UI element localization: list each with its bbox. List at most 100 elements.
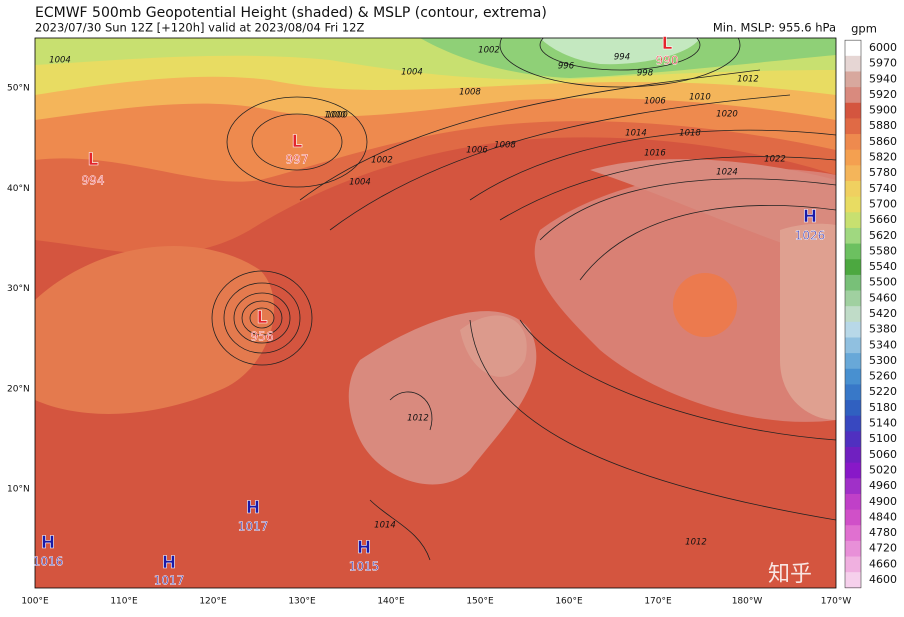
colorbar-swatch xyxy=(845,509,861,526)
colorbar-swatch xyxy=(845,71,861,88)
subtitle: 2023/07/30 Sun 12Z [+120h] valid at 2023… xyxy=(35,21,364,35)
contour-label: 1006 xyxy=(466,146,488,156)
colorbar-swatch xyxy=(845,540,861,558)
colorbar-label: 5940 xyxy=(869,72,897,85)
colorbar-swatch xyxy=(845,243,861,260)
contour-label: 1016 xyxy=(644,149,666,159)
colorbar-label: 4600 xyxy=(869,573,897,586)
colorbar-swatch xyxy=(845,40,861,57)
colorbar-swatch xyxy=(845,196,861,213)
colorbar-swatch xyxy=(845,368,861,385)
colorbar-swatch xyxy=(845,102,861,119)
colorbar-swatch xyxy=(845,572,861,589)
contour-label: 1012 xyxy=(407,414,429,424)
lat-label: 30°N xyxy=(7,284,30,294)
colorbar-label: 5620 xyxy=(869,229,897,242)
colorbar-label: 6000 xyxy=(869,41,897,54)
colorbar-label: 5100 xyxy=(869,432,897,445)
lon-label: 110°E xyxy=(110,597,138,607)
contour-label: 1002 xyxy=(371,156,393,166)
colorbar-swatch xyxy=(845,165,861,182)
colorbar-label: 5970 xyxy=(869,57,897,70)
colorbar-swatch xyxy=(845,259,861,276)
contour-label: 1024 xyxy=(716,168,738,178)
colorbar-label: 5700 xyxy=(869,197,897,210)
high-value: 1016 xyxy=(33,555,64,569)
colorbar-swatch xyxy=(845,181,861,198)
colorbar-label: 5140 xyxy=(869,417,897,430)
colorbar-swatch xyxy=(845,478,861,495)
contour-label: 1008 xyxy=(494,141,516,151)
lon-label: 120°E xyxy=(199,597,227,607)
centers: L 994 L 997 L 956 L 990 H 1026 H 1017 H … xyxy=(32,34,825,588)
title: ECMWF 500mb Geopotential Height (shaded)… xyxy=(35,5,547,21)
contour-label: 1014 xyxy=(374,521,396,531)
lat-label: 40°N xyxy=(7,184,30,194)
colorbar-label: 5580 xyxy=(869,244,897,257)
contour-label: 1014 xyxy=(625,129,647,139)
lon-label: 150°E xyxy=(466,597,494,607)
colorbar-swatch xyxy=(845,149,861,166)
colorbar-label: 4840 xyxy=(869,510,897,523)
colorbar-swatch xyxy=(845,556,861,573)
colorbar-swatch xyxy=(845,321,861,338)
colorbar-swatch xyxy=(845,290,861,307)
high-symbol: H xyxy=(41,533,55,553)
high-value: 1017 xyxy=(238,520,269,534)
colorbar-label: 5180 xyxy=(869,401,897,414)
colorbar-label: 4660 xyxy=(869,557,897,570)
high-symbol: H xyxy=(357,538,371,558)
colorbar-label: 4900 xyxy=(869,495,897,508)
colorbar-label: 5920 xyxy=(869,88,897,101)
colorbar-label: 5340 xyxy=(869,338,897,351)
colorbar-label: 5540 xyxy=(869,260,897,273)
colorbar-label: 5660 xyxy=(869,213,897,226)
low-symbol: L xyxy=(88,150,99,170)
contour-label: 1004 xyxy=(349,178,371,188)
colorbar-swatch xyxy=(845,431,861,448)
colorbar-label: 5020 xyxy=(869,463,897,476)
watermark: 知乎 xyxy=(768,562,812,587)
colorbar-swatch xyxy=(845,306,861,323)
colorbar-label: 5500 xyxy=(869,276,897,289)
colorbar-label: 5220 xyxy=(869,385,897,398)
colorbar-label: 5460 xyxy=(869,291,897,304)
colorbar-frame xyxy=(844,39,862,589)
colorbar-label: 5420 xyxy=(869,307,897,320)
contour-label: 1006 xyxy=(644,97,666,107)
lon-label: 180°W xyxy=(732,597,763,607)
colorbar-swatch xyxy=(845,118,861,135)
colorbar-label: 5860 xyxy=(869,135,897,148)
contour-label: 998 xyxy=(637,69,654,79)
contour-label: 1000 xyxy=(324,111,346,121)
lon-label: 140°E xyxy=(377,597,405,607)
min-mslp: Min. MSLP: 955.6 hPa xyxy=(713,21,836,35)
high-symbol: H xyxy=(162,553,176,573)
lon-label: 100°E xyxy=(21,597,49,607)
low-symbol: L xyxy=(257,308,268,328)
contour-label: 1000 xyxy=(326,111,348,121)
colorbar-label: 5820 xyxy=(869,151,897,164)
contour-label: 996 xyxy=(558,62,575,72)
contour-label: 994 xyxy=(614,53,630,63)
colorbar-swatch xyxy=(845,447,861,464)
colorbar-label: 5740 xyxy=(869,182,897,195)
contour-label: 1008 xyxy=(459,88,481,98)
low-value: 990 xyxy=(656,54,679,68)
colorbar-label: 5300 xyxy=(869,354,897,367)
colorbar-swatch xyxy=(845,384,861,401)
colorbar-label: 4960 xyxy=(869,479,897,492)
lat-label: 10°N xyxy=(7,485,30,495)
high-symbol: H xyxy=(246,498,260,518)
colorbar-label: 5260 xyxy=(869,370,897,383)
high-value: 1015 xyxy=(349,560,380,574)
colorbar-swatch xyxy=(845,212,861,229)
low-symbol: L xyxy=(292,132,303,152)
map-frame xyxy=(34,37,837,589)
colorbar-label: 4780 xyxy=(869,526,897,539)
contour-label: 1020 xyxy=(716,110,738,120)
low-value: 997 xyxy=(286,153,309,167)
contour-label: 1012 xyxy=(685,538,707,548)
contour-label: 1010 xyxy=(689,93,711,103)
colorbar-swatch xyxy=(845,134,861,151)
